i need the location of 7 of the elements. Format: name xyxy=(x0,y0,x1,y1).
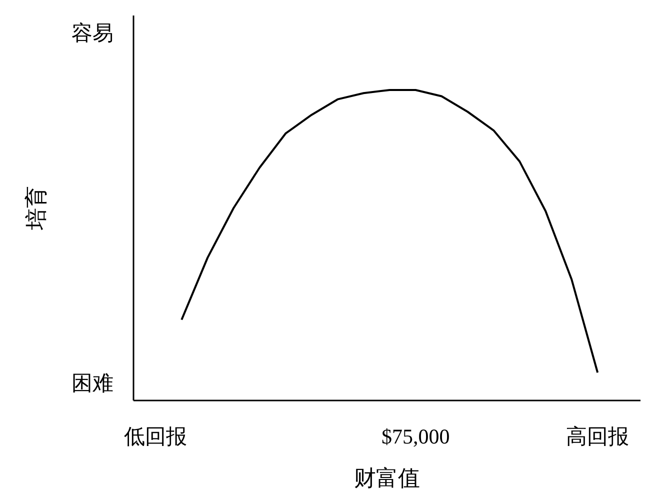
y-axis-title: 培育 xyxy=(24,186,48,231)
text: 困难 xyxy=(72,371,114,396)
x-tick-label: 高回报 xyxy=(566,424,630,448)
x-axis-title: 财富值 xyxy=(354,466,420,490)
text: 容易 xyxy=(72,20,114,45)
x-tick-label: $75,000 xyxy=(381,424,450,448)
x-tick-label: 低回报 xyxy=(124,424,188,448)
